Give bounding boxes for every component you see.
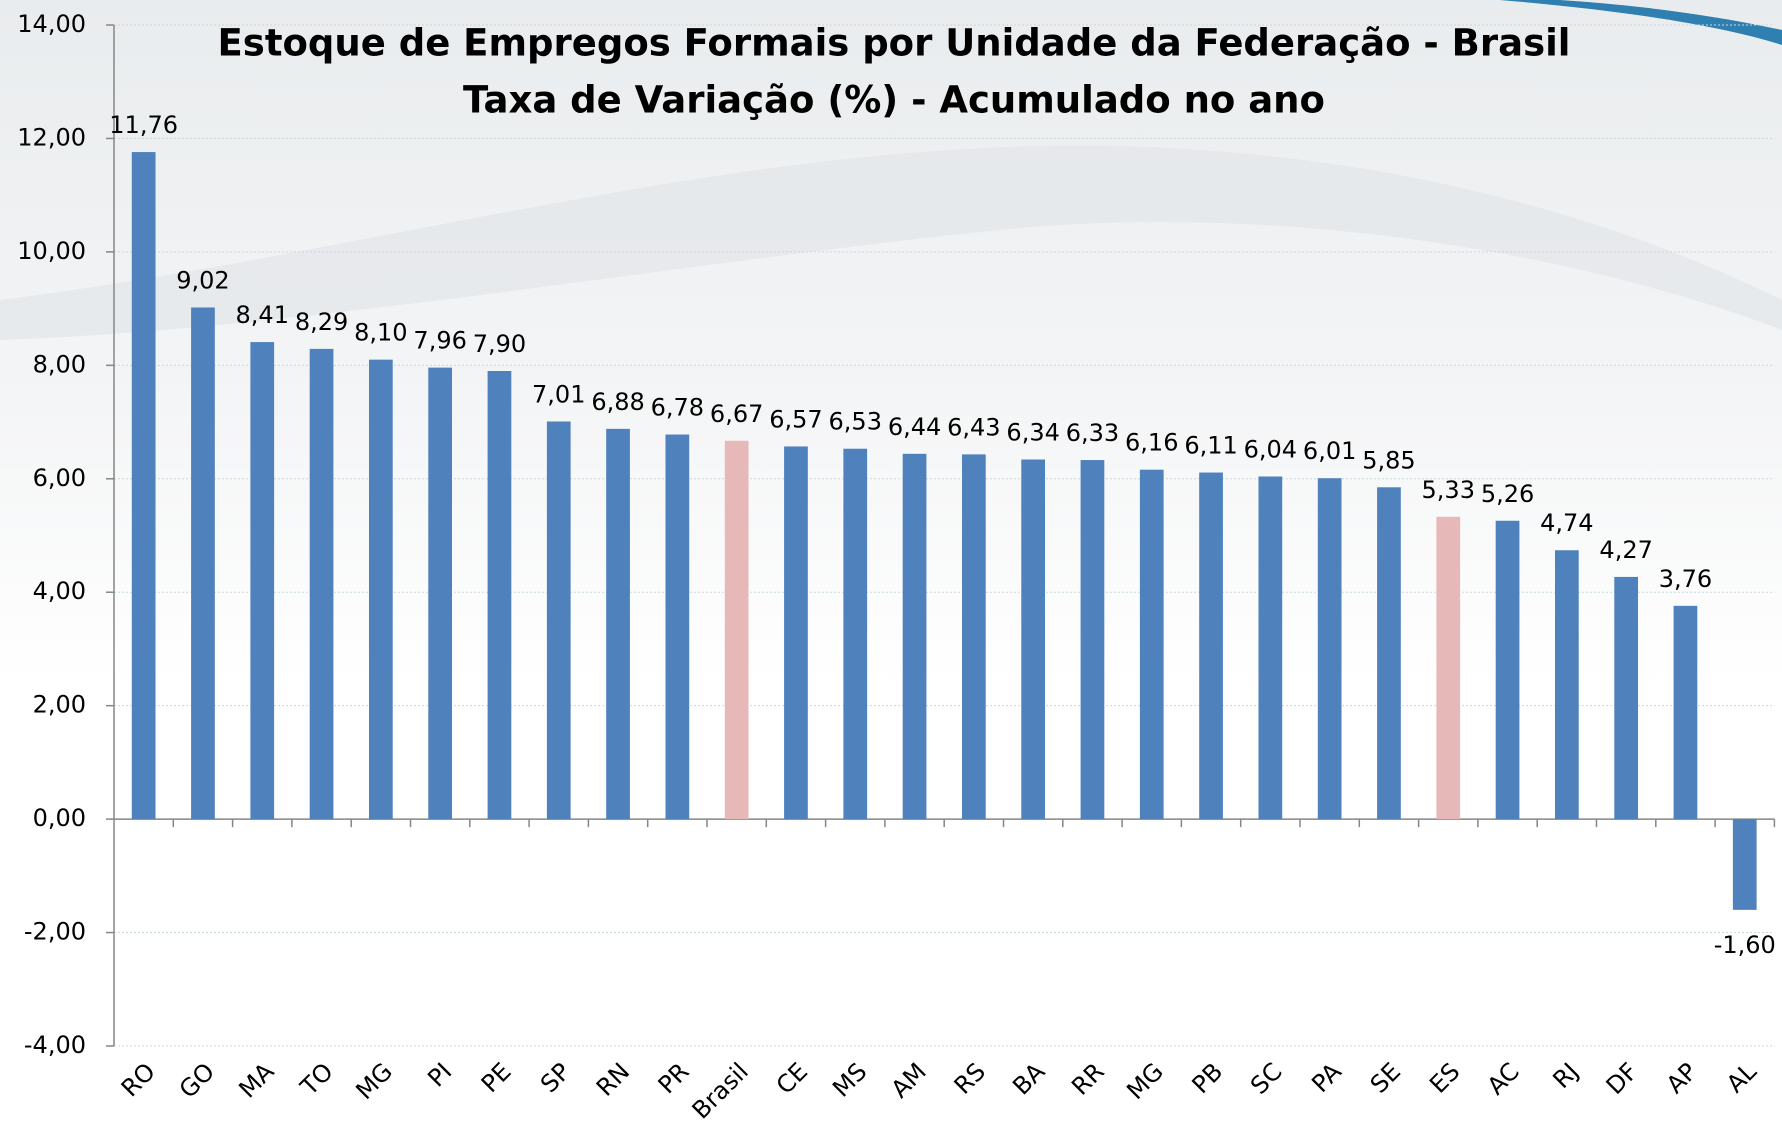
value-label: 6,78 bbox=[651, 394, 704, 422]
value-label: 7,01 bbox=[532, 380, 585, 408]
chart-subtitle: Taxa de Variação (%) - Acumulado no ano bbox=[463, 79, 1325, 122]
value-label: 6,34 bbox=[1006, 418, 1059, 446]
value-label: 6,67 bbox=[710, 400, 763, 428]
bar bbox=[131, 152, 156, 820]
y-tick-label: 10,00 bbox=[17, 237, 86, 265]
bar bbox=[1021, 459, 1046, 820]
bar bbox=[1317, 478, 1342, 820]
value-label: 8,10 bbox=[354, 319, 407, 347]
y-tick-label: 2,00 bbox=[33, 691, 86, 719]
chart-title: Estoque de Empregos Formais por Unidade … bbox=[218, 22, 1571, 65]
y-tick-label: 0,00 bbox=[33, 804, 86, 832]
value-label: 8,29 bbox=[295, 308, 348, 336]
value-label: 9,02 bbox=[176, 266, 229, 294]
value-label: 11,76 bbox=[109, 111, 178, 139]
value-label: 7,90 bbox=[473, 330, 526, 358]
bar bbox=[961, 454, 986, 820]
value-label: 6,44 bbox=[888, 413, 941, 441]
value-label: 6,01 bbox=[1303, 437, 1356, 465]
bar bbox=[309, 348, 334, 820]
bar bbox=[1080, 460, 1105, 820]
value-label: 3,76 bbox=[1659, 565, 1712, 593]
bar bbox=[1436, 516, 1461, 820]
bar bbox=[902, 453, 927, 820]
bar bbox=[1199, 472, 1223, 820]
bar bbox=[1732, 819, 1757, 910]
value-label: 5,33 bbox=[1422, 476, 1475, 504]
bar bbox=[1495, 520, 1520, 820]
value-label: 6,43 bbox=[947, 413, 1000, 441]
value-label: 6,53 bbox=[829, 408, 882, 436]
y-tick-label: 12,00 bbox=[17, 123, 86, 151]
value-label: 4,74 bbox=[1540, 509, 1593, 537]
bar bbox=[1377, 487, 1401, 820]
bar bbox=[665, 434, 690, 820]
value-label: 6,04 bbox=[1244, 436, 1297, 464]
bar bbox=[546, 421, 571, 820]
value-label: 6,33 bbox=[1066, 419, 1119, 447]
bar bbox=[1139, 469, 1164, 820]
value-label: 4,27 bbox=[1599, 536, 1652, 564]
y-tick-label: 6,00 bbox=[33, 464, 86, 492]
bar bbox=[1673, 605, 1698, 820]
y-tick-label: -2,00 bbox=[24, 918, 86, 946]
bar bbox=[724, 440, 749, 820]
y-tick-label: 14,00 bbox=[17, 10, 86, 38]
bar bbox=[1554, 550, 1579, 820]
background-accent bbox=[1500, 0, 1782, 45]
bar bbox=[784, 446, 808, 820]
bar bbox=[191, 307, 215, 820]
value-label: 6,57 bbox=[769, 405, 822, 433]
value-label: 5,85 bbox=[1362, 446, 1415, 474]
bar bbox=[487, 371, 512, 820]
bar bbox=[368, 359, 393, 820]
y-tick-label: 4,00 bbox=[33, 577, 86, 605]
value-label: 7,96 bbox=[413, 327, 466, 355]
bar bbox=[250, 342, 275, 820]
value-label: 5,26 bbox=[1481, 480, 1534, 508]
value-label: 8,41 bbox=[236, 301, 289, 329]
y-tick-label: -4,00 bbox=[24, 1031, 86, 1059]
value-label: 6,11 bbox=[1184, 432, 1237, 460]
bar bbox=[428, 367, 453, 820]
background-swoosh bbox=[0, 145, 1782, 340]
value-label: 6,88 bbox=[591, 388, 644, 416]
bar bbox=[843, 448, 868, 820]
value-label: -1,60 bbox=[1714, 931, 1776, 959]
value-label: 6,16 bbox=[1125, 429, 1178, 457]
bar bbox=[606, 428, 630, 820]
bar bbox=[1614, 576, 1639, 820]
bar bbox=[1258, 476, 1283, 820]
y-tick-label: 8,00 bbox=[33, 350, 86, 378]
